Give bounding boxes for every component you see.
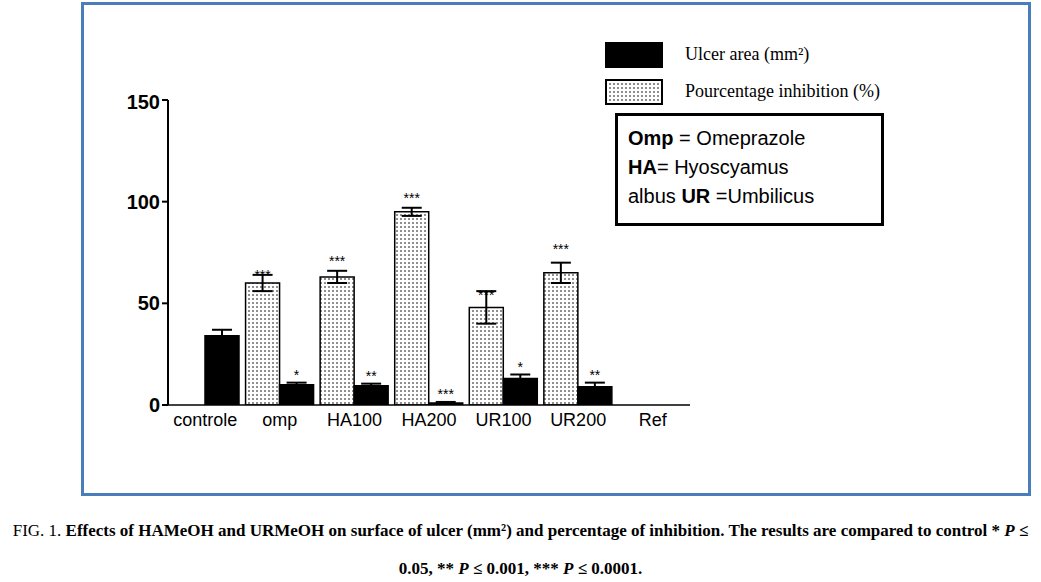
svg-text:Ref: Ref xyxy=(639,410,668,430)
svg-text:50: 50 xyxy=(138,292,160,314)
svg-text:omp: omp xyxy=(262,410,297,430)
html-text:Ulcer area (mm²): Ulcer area (mm²) xyxy=(685,44,810,64)
html-text:HA = Hyoscyamus: HA = Hyoscyamus xyxy=(628,156,789,178)
html-text:FIG. 1. Effects of HAMeOH and: FIG. 1. Effects of HAMeOH and URMeOH on … xyxy=(12,521,1029,578)
svg-text:100: 100 xyxy=(127,191,160,213)
html-text:Pourcentage inhibition (%): Pourcentage inhibition (%) xyxy=(685,81,880,101)
svg-text:*: * xyxy=(518,359,524,375)
svg-text:UR100: UR100 xyxy=(476,410,532,430)
svg-text:***: *** xyxy=(254,267,271,283)
svg-text:***: *** xyxy=(404,190,421,206)
svg-text:*: * xyxy=(294,367,300,383)
svg-text:**: ** xyxy=(589,367,600,383)
svg-text:**: ** xyxy=(366,368,377,384)
html-text:Omp = Omeprazole: Omp = Omeprazole xyxy=(628,127,806,149)
svg-text:HA200: HA200 xyxy=(401,410,456,430)
svg-text:***: *** xyxy=(478,287,495,303)
html-text:albus UR =Umbilicus: albus UR =Umbilicus xyxy=(628,185,815,207)
svg-text:controle: controle xyxy=(173,410,237,430)
svg-text:***: *** xyxy=(438,386,455,402)
svg-text:***: *** xyxy=(553,241,570,257)
svg-text:HA100: HA100 xyxy=(327,410,382,430)
svg-text:UR200: UR200 xyxy=(550,410,606,430)
svg-text:***: *** xyxy=(329,253,346,269)
svg-text:150: 150 xyxy=(127,91,160,113)
svg-text:0: 0 xyxy=(149,394,160,416)
